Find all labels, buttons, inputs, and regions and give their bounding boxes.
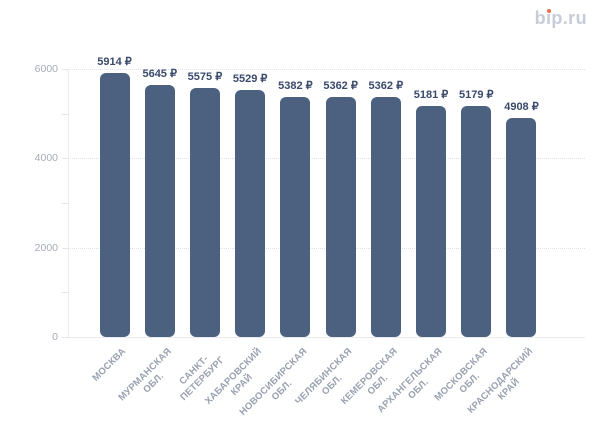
- logo-bip-ru: bı p.ru: [535, 8, 587, 29]
- y-axis-line: [68, 69, 69, 338]
- bar[interactable]: [325, 97, 356, 337]
- bar-value-label: 5179 ₽: [458, 88, 494, 101]
- bar-value-label: 5362 ₽: [368, 80, 404, 93]
- y-axis-tick: [62, 158, 68, 160]
- y-axis-tick: [62, 113, 68, 115]
- y-axis-tick: [62, 247, 68, 249]
- y-axis-tick: [62, 337, 68, 338]
- logo-text-p-ru: p.ru: [551, 8, 587, 28]
- bar-value-label: 4908 ₽: [504, 100, 539, 113]
- y-axis-tick-label: 4000: [34, 152, 58, 165]
- logo-i-dot: [546, 9, 551, 13]
- x-axis-line: [68, 337, 585, 338]
- bar[interactable]: [189, 87, 220, 337]
- logo-dotless-i: ı: [545, 8, 552, 28]
- bar-value-label: 5362 ₽: [323, 80, 358, 93]
- bar[interactable]: [280, 96, 311, 337]
- y-axis-tick-label: 6000: [34, 63, 58, 75]
- bar[interactable]: [144, 84, 175, 337]
- bar[interactable]: [506, 117, 537, 337]
- y-axis-tick: [62, 69, 68, 70]
- y-gridline: [68, 69, 585, 70]
- bar-value-label: 5645 ₽: [142, 67, 177, 80]
- y-axis-tick-label: 2000: [34, 241, 58, 254]
- bar-value-label: 5529 ₽: [232, 73, 268, 86]
- bar-value-label: 5914 ₽: [97, 55, 132, 68]
- x-axis-category-label: МОСКВА: [90, 346, 129, 384]
- bar-value-label: 5575 ₽: [187, 70, 223, 83]
- bar[interactable]: [461, 105, 492, 337]
- y-axis-tick: [62, 203, 68, 204]
- bar[interactable]: [416, 105, 447, 337]
- bar-value-label: 5382 ₽: [278, 79, 313, 92]
- logo-text-b: b: [534, 8, 546, 28]
- bar[interactable]: [99, 72, 130, 337]
- y-axis-tick: [62, 292, 68, 294]
- bar-value-label: 5181 ₽: [413, 88, 449, 101]
- bar[interactable]: [370, 97, 401, 337]
- y-axis-tick-label: 0: [52, 331, 58, 343]
- logo-letter-i: ı: [546, 8, 551, 29]
- bar[interactable]: [235, 90, 266, 337]
